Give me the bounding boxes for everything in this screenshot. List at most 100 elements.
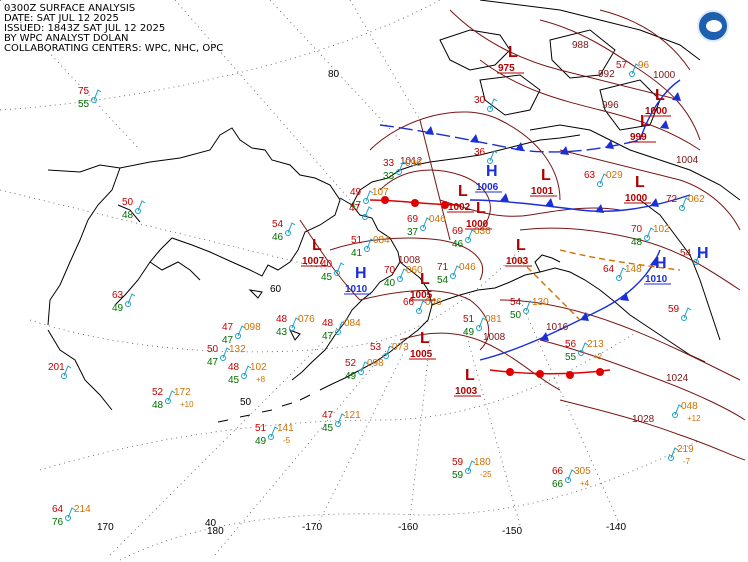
station-plot: 70 40 060 (384, 265, 423, 289)
station-pressure: 305 (574, 466, 591, 477)
station-plot: 47 (349, 203, 373, 220)
header-title: 0300Z SURFACE ANALYSIS (4, 3, 136, 14)
station-pressure: 046 (429, 214, 446, 225)
station-plot: 52 48 172 +10 (152, 387, 194, 411)
station-plot: 56 55 213 +2 (565, 339, 604, 363)
wind-barb (422, 217, 431, 229)
station-circle (220, 355, 226, 361)
station-pressure: 96 (638, 60, 650, 71)
low-pressure-center: L (420, 271, 430, 288)
station-temperature: 52 (152, 387, 164, 398)
high-pressure-center: H (355, 265, 367, 282)
station-dewpoint: 49 (112, 303, 124, 314)
pressure-center-value: 1010 (645, 274, 668, 285)
isobar-label: 1008 (483, 332, 506, 343)
station-plot: 54 50 130 (510, 297, 549, 321)
station-temperature: 30 (474, 95, 486, 106)
station-dewpoint: 55 (78, 99, 90, 110)
grid-label-lon-170: 170 (97, 522, 114, 533)
grid-label-lat-60: 60 (270, 284, 282, 295)
wind-barb (525, 300, 534, 312)
cold-front-3 (479, 249, 661, 361)
station-pressure: 180 (474, 457, 491, 468)
station-plot: 30 (474, 95, 498, 112)
pressure-center-value: 1000 (645, 106, 668, 117)
station-pressure: 132 (229, 344, 246, 355)
station-dewpoint: 50 (510, 310, 522, 321)
trough (559, 249, 681, 271)
station-plot: 51 49 141 -5 (255, 423, 294, 447)
station-temperature: 64 (603, 264, 615, 275)
station-temperature: 36 (474, 147, 486, 158)
station-circle (362, 214, 368, 220)
pressure-center-value: 1000 (466, 219, 489, 230)
station-circle (363, 198, 369, 204)
pressure-center-value: 1005 (410, 349, 433, 360)
grid-label-lat-40: 40 (205, 518, 217, 529)
station-pressure: 084 (373, 235, 390, 246)
isobar-label: 1024 (666, 373, 689, 384)
wind-barb (360, 361, 369, 373)
station-tendency: +12 (687, 414, 701, 423)
station-temperature: 69 (407, 214, 419, 225)
station-pressure: 029 (606, 170, 623, 181)
wind-barb (418, 300, 427, 312)
station-temperature: 53 (370, 342, 382, 353)
high-pressure-center: H (697, 245, 709, 262)
station-pressure: 073 (392, 342, 409, 353)
station-plot: 54 (680, 248, 704, 265)
station-plot: 59 (668, 304, 692, 321)
station-dewpoint: 45 (228, 375, 240, 386)
station-circle (597, 181, 603, 187)
station-temperature: 75 (78, 86, 90, 97)
station-dewpoint: 46 (272, 232, 284, 243)
station-dewpoint: 33 (383, 171, 395, 182)
wind-barb (646, 227, 655, 239)
grid-label-lon-m160: -160 (398, 522, 418, 533)
graticule (0, 0, 701, 561)
station-pressure: 046 (459, 262, 476, 273)
station-plot: 72 062 (666, 194, 705, 211)
station-pressure: 076 (298, 314, 315, 325)
station-pressure: 046 (425, 297, 442, 308)
station-dewpoint: 55 (565, 352, 577, 363)
station-plot: 64 76 214 (52, 504, 91, 528)
isobar-label: 1028 (632, 414, 655, 425)
cold-front-4 (639, 79, 681, 141)
station-circle (289, 325, 295, 331)
wind-barb (674, 404, 683, 416)
station-circle (578, 350, 584, 356)
grid-labels: 80 60 50 40 170 180 -170 -160 -150 -140 (97, 69, 626, 537)
wind-barb (67, 507, 76, 519)
station-plot: 52 49 098 (345, 358, 384, 382)
wind-barb (580, 342, 589, 354)
station-temperature: 54 (680, 248, 692, 259)
station-pressure: 081 (485, 314, 502, 325)
station-temperature: 51 (255, 423, 267, 434)
isobar-label: 1008 (398, 255, 421, 266)
trough-2 (519, 259, 581, 321)
wind-barb (385, 345, 394, 357)
wind-barb (599, 173, 608, 185)
station-plot: 33 33 096 (383, 158, 422, 182)
station-temperature: 48 (228, 362, 240, 373)
isobars (299, 9, 746, 461)
wind-barb (337, 413, 346, 425)
station-temperature: 52 (345, 358, 357, 369)
isobar-label: 1016 (546, 322, 569, 333)
wind-barb (270, 426, 279, 438)
station-tendency: +8 (256, 375, 266, 384)
wind-barb (695, 251, 704, 263)
station-temperature: 201 (48, 362, 65, 373)
station-dewpoint: 49 (255, 436, 267, 447)
station-temperature: 47 (222, 322, 234, 333)
station-plot: 47 45 121 (322, 410, 361, 434)
station-dewpoint: 45 (321, 272, 333, 283)
station-circle (487, 158, 493, 164)
station-circle (335, 329, 341, 335)
station-dewpoint: 76 (52, 517, 64, 528)
station-circle (644, 235, 650, 241)
wind-barb (167, 390, 176, 402)
